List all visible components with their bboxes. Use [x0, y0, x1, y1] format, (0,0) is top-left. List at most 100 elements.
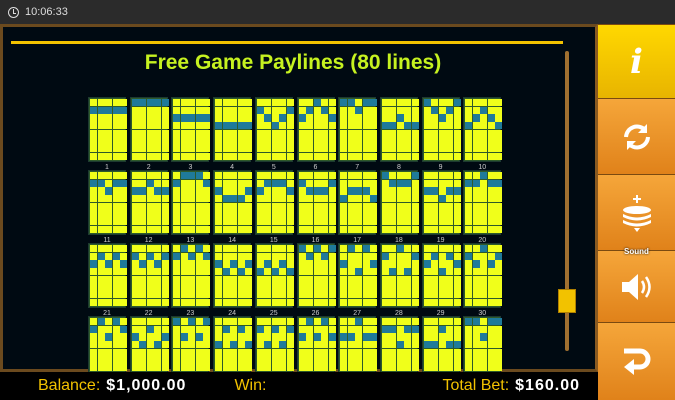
payline-cell	[453, 364, 461, 372]
payline-cell	[389, 348, 397, 356]
payline-cell	[472, 195, 480, 203]
payline-cell	[222, 99, 230, 107]
payline-10: 10	[463, 97, 503, 171]
payline-cell	[222, 114, 230, 122]
payline-cell	[446, 298, 454, 306]
payline-cell-active	[306, 106, 313, 114]
payline-cell	[370, 145, 378, 153]
payline-cell	[298, 348, 306, 356]
payline-cell	[222, 364, 230, 372]
payline-cell	[313, 298, 321, 306]
payline-cell	[154, 275, 162, 283]
payline-cell	[411, 341, 419, 349]
payline-cell	[180, 252, 188, 260]
payline-cell-active	[381, 122, 389, 130]
payline-cell	[465, 152, 473, 160]
payline-cell	[105, 356, 112, 364]
payline-cell-active	[105, 333, 112, 341]
payline-cell-active	[120, 260, 127, 268]
payline-cell	[472, 145, 480, 153]
payline-cell	[264, 283, 272, 291]
payline-cell	[271, 260, 279, 268]
payline-cell	[298, 210, 306, 218]
payline-cell	[313, 152, 321, 160]
payline-cell	[381, 298, 389, 306]
payline-cell	[237, 333, 245, 341]
payline-cell-active	[154, 99, 162, 107]
payline-cell	[131, 152, 139, 160]
payline-cell-active	[321, 318, 328, 326]
payline-cell	[355, 245, 363, 253]
payline-cell	[105, 318, 112, 326]
payline-cell	[411, 129, 419, 137]
payline-cell	[480, 325, 488, 333]
payline-grid	[338, 170, 378, 235]
payline-cell	[480, 283, 488, 291]
payline-cell	[97, 122, 105, 130]
payline-cell	[431, 356, 439, 364]
payline-cell	[313, 122, 321, 130]
payline-cell	[161, 291, 169, 299]
payline-cell	[347, 325, 355, 333]
payline-cell-active	[256, 106, 264, 114]
payline-cell	[495, 275, 503, 283]
payline-cell	[446, 325, 454, 333]
payline-cell	[245, 179, 253, 187]
payline-cell	[237, 341, 245, 349]
payline-cell	[131, 291, 139, 299]
payline-cell	[173, 172, 181, 180]
payline-cell	[370, 179, 378, 187]
payline-cell	[139, 318, 147, 326]
payline-cell	[146, 122, 154, 130]
payline-cell	[321, 325, 328, 333]
info-button[interactable]: i	[598, 24, 675, 98]
payline-cell	[321, 245, 328, 253]
payline-cell	[306, 260, 313, 268]
payline-cell-active	[271, 325, 279, 333]
payline-cell	[264, 99, 272, 107]
payline-cell	[146, 275, 154, 283]
payline-cell	[362, 172, 370, 180]
payline-cell	[465, 348, 473, 356]
payline-cell	[298, 318, 306, 326]
payline-cell	[146, 152, 154, 160]
payline-cell	[105, 145, 112, 153]
payline-cell	[347, 195, 355, 203]
payline-cell	[480, 252, 488, 260]
payline-cell	[340, 356, 348, 364]
payline-cell	[131, 245, 139, 253]
payline-cell	[446, 137, 454, 145]
payline-cell-active	[298, 179, 306, 187]
payline-cell	[431, 325, 439, 333]
payline-cell	[411, 225, 419, 233]
payline-cell-active	[362, 187, 370, 195]
payline-cell	[411, 195, 419, 203]
back-button[interactable]	[598, 322, 675, 400]
payline-cell	[161, 179, 169, 187]
payline-cell	[381, 195, 389, 203]
payline-cell	[139, 172, 147, 180]
payline-cell	[495, 114, 503, 122]
payline-cell	[313, 172, 321, 180]
scrollbar-thumb[interactable]	[558, 289, 576, 313]
payline-grid	[463, 170, 503, 235]
payline-cell	[180, 210, 188, 218]
payline-cell	[381, 137, 389, 145]
payline-cell	[465, 333, 473, 341]
payline-cell	[271, 172, 279, 180]
payline-cell	[161, 106, 169, 114]
sound-button[interactable]: Sound	[598, 247, 675, 322]
bet-button[interactable]	[598, 174, 675, 250]
refresh-button[interactable]	[598, 98, 675, 174]
payline-cell-active	[271, 179, 279, 187]
payline-cell	[411, 152, 419, 160]
payline-cell	[465, 195, 473, 203]
payline-cell	[188, 122, 196, 130]
payline-cell	[279, 129, 287, 137]
payline-cell	[396, 325, 404, 333]
payline-cell	[215, 356, 223, 364]
payline-cell	[97, 210, 105, 218]
payline-grid	[129, 97, 169, 162]
scrollbar-track[interactable]	[565, 51, 569, 351]
payline-cell	[222, 252, 230, 260]
